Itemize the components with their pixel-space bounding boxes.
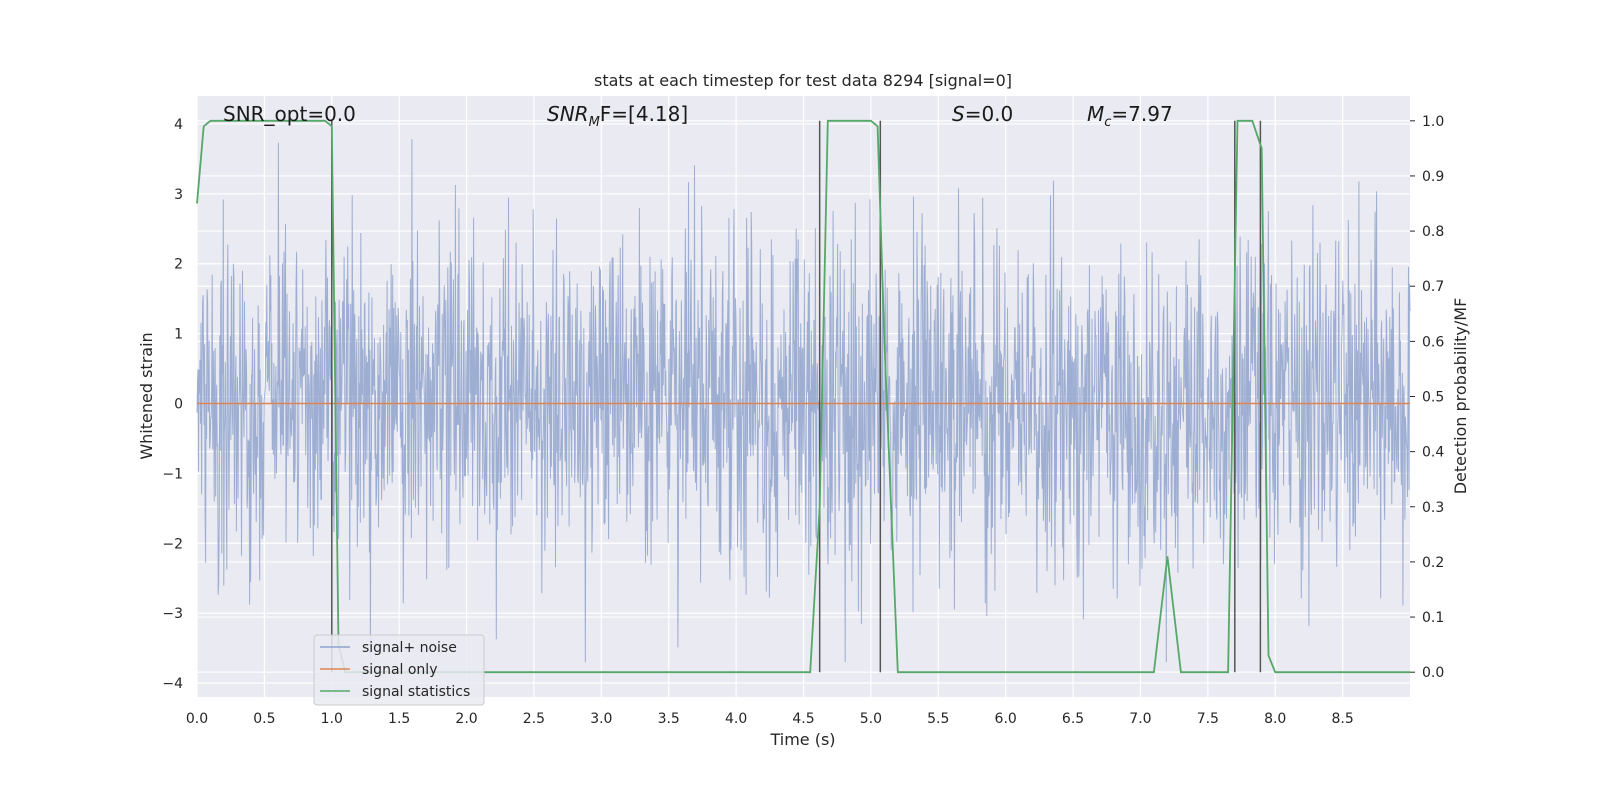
snr-mf-italic: SNR [547, 102, 589, 126]
series-signal-statistics [196, 119, 1410, 674]
mc-rest: =7.97 [1111, 102, 1172, 126]
y2-tick-label: 0.9 [1422, 169, 1444, 185]
annotation-s: S=0.0 [952, 102, 1013, 126]
y-tick-label: 2 [174, 257, 183, 273]
mc-sub: c [1104, 115, 1111, 130]
annotation-snr-mf: SNRMF=[4.18] [547, 102, 688, 130]
y2-tick-label: 0.7 [1422, 279, 1444, 295]
y2-tick-label: 1.0 [1422, 114, 1444, 130]
legend: signal+ noise signal only signal statist… [313, 634, 485, 706]
noise-line [196, 139, 1411, 663]
x-tick-label: 3.0 [590, 711, 612, 727]
mc-italic: M [1087, 102, 1104, 126]
x-tick-label: 3.5 [658, 711, 680, 727]
x-tick-label: 8.5 [1331, 711, 1353, 727]
y-tick-label: 1 [174, 327, 183, 343]
legend-label-signal-noise: signal+ noise [362, 640, 457, 656]
y2-tick-label: 0.0 [1422, 665, 1444, 681]
y2-axis-label: Detection probability/MF [1451, 298, 1470, 495]
y2-tick-label: 0.6 [1422, 334, 1444, 350]
y2-tick-labels: 1.0 0.9 0.8 0.7 0.6 0.5 0.4 0.3 0.2 0.1 0.0 [1410, 114, 1444, 681]
x-tick-label: 2.0 [455, 711, 477, 727]
y2-tick-label: 0.4 [1422, 445, 1444, 461]
x-tick-label: 6.0 [995, 711, 1017, 727]
y-tick-label: −3 [162, 606, 183, 622]
annotation-snr-opt: SNR_opt=0.0 [223, 102, 356, 126]
y-axis-label: Whitened strain [137, 332, 156, 459]
snr-mf-sub: M [589, 115, 600, 130]
series-signal-noise [196, 139, 1411, 663]
y-tick-label: −2 [162, 536, 183, 552]
y-tick-label: −1 [162, 466, 183, 482]
x-tick-label: 7.5 [1197, 711, 1219, 727]
x-tick-label: 1.5 [388, 711, 410, 727]
s-italic: S [952, 102, 965, 126]
x-tick-label: 8.0 [1264, 711, 1286, 727]
legend-label-signal-statistics: signal statistics [362, 684, 470, 700]
s-rest: =0.0 [965, 102, 1014, 126]
x-tick-label: 2.5 [523, 711, 545, 727]
x-tick-label: 5.0 [860, 711, 882, 727]
x-tick-label: 7.0 [1129, 711, 1151, 727]
x-tick-label: 4.0 [725, 711, 747, 727]
legend-box [313, 634, 485, 706]
snr-mf-rest: F=[4.18] [600, 102, 688, 126]
annotation-mc: Mc=7.97 [1087, 102, 1173, 130]
y-tick-label: 3 [174, 187, 183, 203]
y-tick-label: 4 [174, 117, 183, 133]
y-tick-label: 0 [174, 396, 183, 412]
y2-tick-label: 0.2 [1422, 555, 1444, 571]
y2-tick-label: 0.8 [1422, 224, 1444, 240]
x-tick-label: 0.0 [186, 711, 208, 727]
chart-title: stats at each timestep for test data 829… [594, 71, 1012, 90]
signal-statistics-line [196, 119, 1410, 674]
y-tick-label: −4 [162, 676, 183, 692]
y2-tick-label: 0.5 [1422, 390, 1444, 406]
x-tick-label: 4.5 [792, 711, 814, 727]
x-tick-label: 0.5 [253, 711, 275, 727]
y2-tick-label: 0.3 [1422, 500, 1444, 516]
x-tick-label: 5.5 [927, 711, 949, 727]
y2-tick-label: 0.1 [1422, 610, 1444, 626]
legend-label-signal-only: signal only [362, 662, 437, 678]
y-tick-labels: 4 3 2 1 0 −1 −2 −3 −4 [162, 117, 183, 692]
x-tick-label: 1.0 [321, 711, 343, 727]
x-tick-label: 6.5 [1062, 711, 1084, 727]
x-tick-labels: 0.0 0.5 1.0 1.5 2.0 2.5 3.0 3.5 4.0 4.5 5.0 5.5 6.0 6… [186, 711, 1354, 727]
x-axis-label: Time (s) [769, 730, 835, 749]
